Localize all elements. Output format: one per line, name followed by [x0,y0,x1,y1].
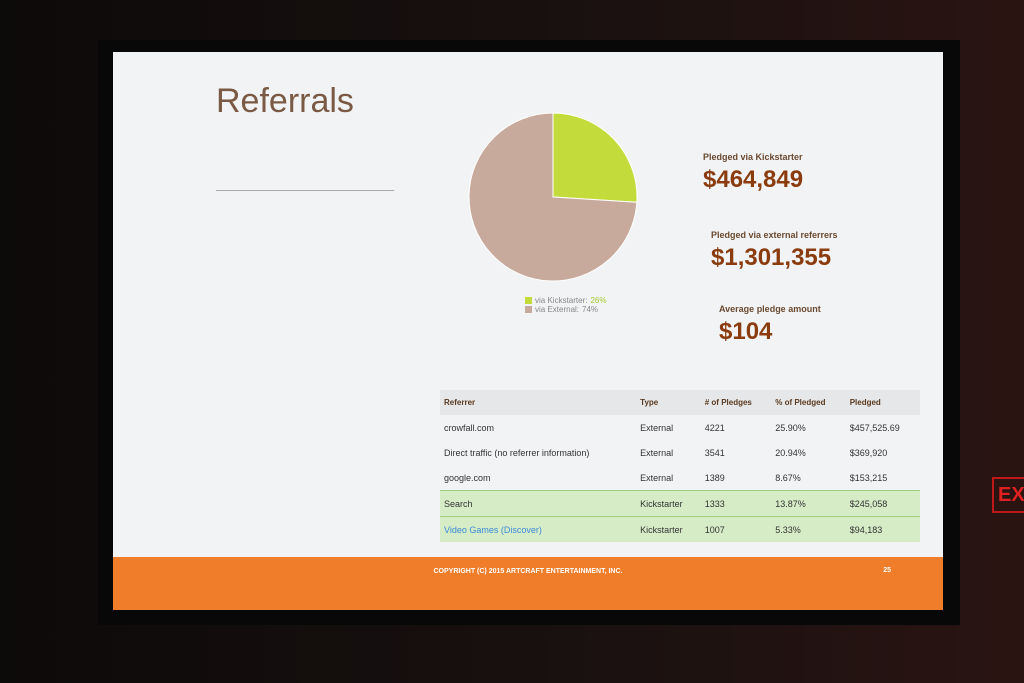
table-cell: 1389 [704,472,725,483]
table-cell: Search [440,490,637,517]
header-cell: Pledged [845,390,920,415]
header-cell: # of Pledges [700,390,772,415]
legend-label: via External: [535,305,580,314]
table-cell: External [640,472,674,483]
table-cell: $94,183 [845,516,920,542]
table-cell: 25.90% [775,422,806,433]
legend-label: via Kickstarter: [535,296,588,305]
table-header: Referrer Type # of Pledges% of Pledged Pled… [440,390,920,415]
table-row: Direct traffic (no referrer information)… [440,440,920,465]
table-cell: 3541 [704,447,725,458]
table-row: Search Kickstarter 1333 13.87% $245,058 [440,490,920,517]
slide-title: Referrals [216,82,354,120]
legend-value: 26% [590,296,607,305]
header-cell: Type [636,390,701,415]
table-cell: 4221 [704,422,725,433]
table-row: google.com External 1389 8.67% $153,215 [440,465,920,491]
page-number: 25 [883,567,891,574]
table-row: Video Games (Discover) Kickstarter 1007 5.3… [440,516,920,542]
table-cell: Direct traffic (no referrer information) [444,447,590,458]
stat-label: Average pledge amount [719,304,821,314]
legend-swatch [525,306,532,313]
pie-slice [468,112,638,282]
table-cell: Kickstarter [636,490,701,517]
stat-value: $104 [719,318,773,345]
pie-chart [468,112,638,282]
table-cell: 1333 [700,490,772,517]
legend-value: 74% [582,305,599,314]
table-cell: crowfall.com [444,422,495,433]
exit-sign: EXI [992,477,1024,513]
pie-slice [552,112,638,203]
referrer-table: Referrer Type # of Pledges% of Pledged Pled… [440,390,920,542]
table-cell: Video Games (Discover) [440,516,637,542]
table-cell: External [640,422,674,433]
pie-legend: via Kickstarter: 26% via External: 74% [525,296,606,314]
copyright: COPYRIGHT (C) 2015 ARTCRAFT ENTERTAINMEN… [433,568,623,575]
table-cell: 1007 [700,516,772,542]
table-cell: $457,525.69 [849,422,900,433]
table-cell: 8.67% [775,472,801,483]
table-cell: Kickstarter [636,516,701,542]
slide: Referrals via Kickstarter: 26% via Externa… [113,52,943,610]
legend-item: via Kickstarter: 26% [525,296,606,305]
table-cell: $369,920 [849,447,888,458]
table-cell: 5.33% [771,516,846,542]
footer-bar: COPYRIGHT (C) 2015 ARTCRAFT ENTERTAINMEN… [113,557,943,610]
table-cell: External [640,447,674,458]
header-cell: % of Pledged [771,390,846,415]
table-cell: $153,215 [849,472,888,483]
title-rule [216,190,394,191]
legend-swatch [525,297,532,304]
header-cell: Referrer [440,390,637,415]
table-cell: 20.94% [775,447,806,458]
table-row: crowfall.com External 4221 25.90% $457,525.6… [440,415,920,440]
stat-value: $1,301,355 [711,244,832,271]
legend-item: via External: 74% [525,305,606,314]
table-cell: $245,058 [845,490,920,517]
table-cell: 13.87% [771,490,846,517]
stat-label: Pledged via Kickstarter [703,152,803,162]
stat-label: Pledged via external referrers [711,230,838,240]
stat-value: $464,849 [703,166,804,193]
table-cell: google.com [444,472,491,483]
